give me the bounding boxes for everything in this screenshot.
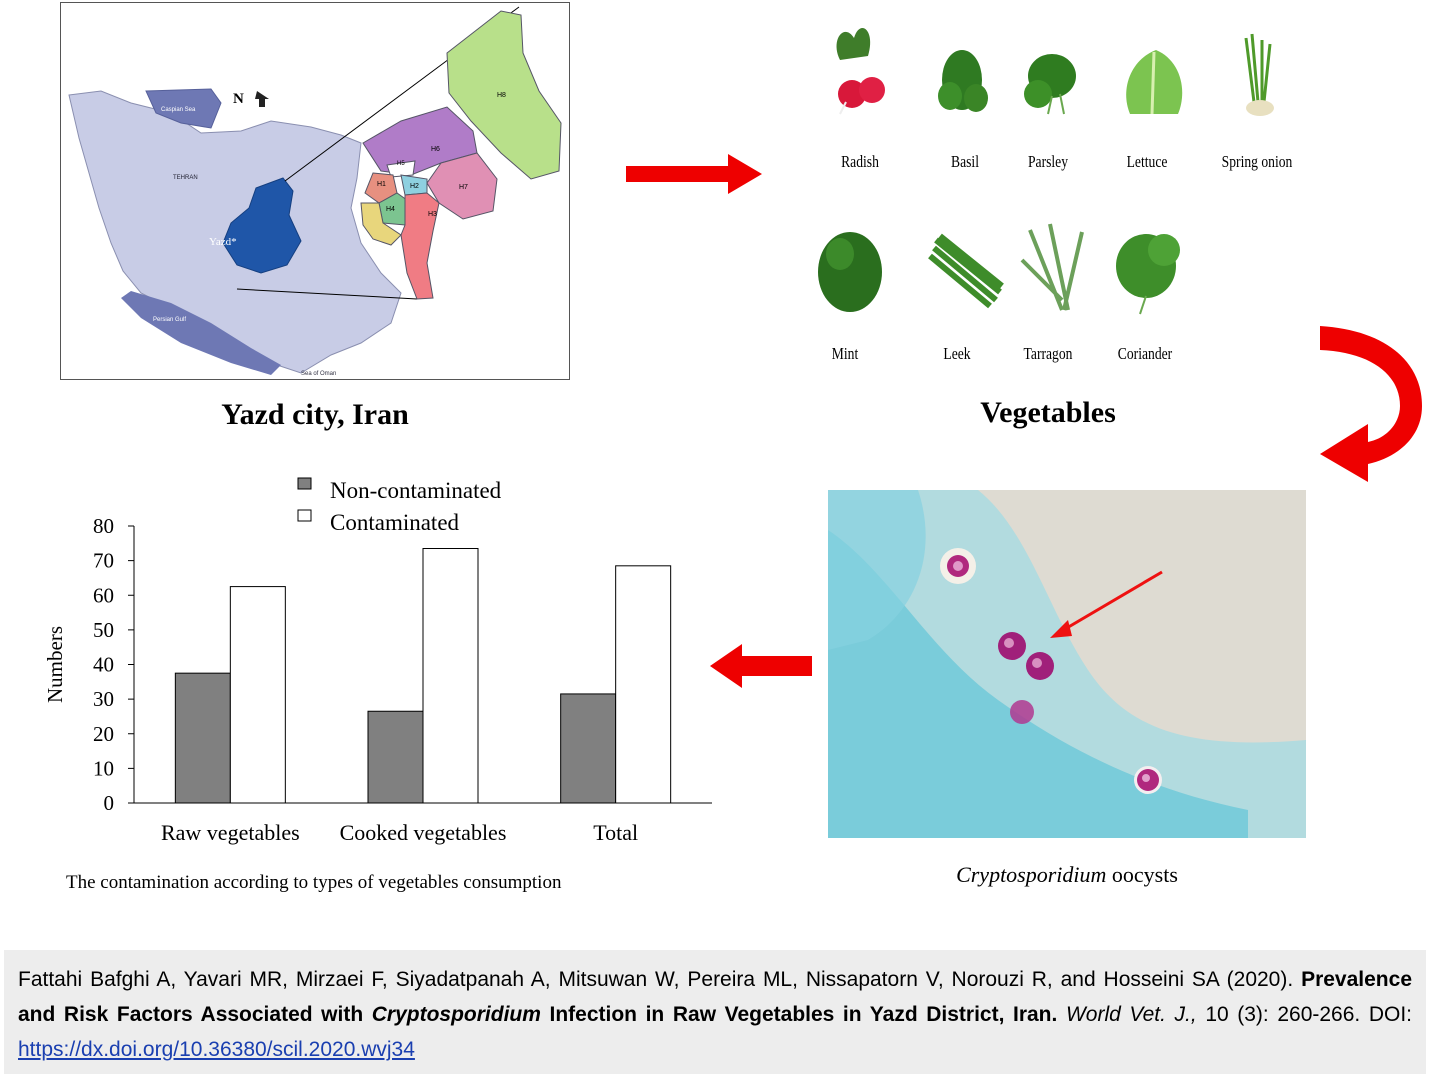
north-label: N	[233, 91, 244, 107]
yazd-province	[222, 177, 302, 274]
curved-arrow-icon	[1320, 326, 1422, 482]
x-category-label: Raw vegetables	[161, 820, 300, 845]
citation-title: Prevalence and Risk Factors Associated w…	[18, 968, 1412, 1026]
radish-image	[836, 27, 885, 115]
caption-rest: oocysts	[1106, 862, 1178, 887]
district-h8-label: H8	[497, 92, 506, 99]
district-h6-label: H6	[431, 146, 440, 153]
right-arrow-icon	[626, 154, 762, 194]
citation-journal: World Vet. J.,	[1065, 1003, 1197, 1026]
y-tick-label: 80	[93, 514, 114, 538]
y-tick-label: 60	[93, 583, 114, 607]
x-category-label: Cooked vegetables	[340, 820, 507, 845]
tehran-label: TEHRAN	[173, 175, 198, 181]
y-tick-label: 30	[93, 687, 114, 711]
basil-image	[938, 50, 988, 112]
map-title: Yazd city, Iran	[221, 398, 409, 431]
y-tick-label: 20	[93, 722, 114, 746]
veg-label-lettuce: Lettuce	[1126, 152, 1168, 171]
leek-image	[928, 233, 1004, 309]
yazd-label: Yazd*	[209, 236, 237, 248]
y-tick-label: 40	[93, 653, 114, 677]
district-h3	[400, 192, 440, 300]
district-h3-label: H3	[428, 211, 437, 218]
district-h7	[426, 152, 498, 220]
bar-non-contaminated	[367, 710, 424, 804]
veg-label-tarragon: Tarragon	[1023, 344, 1073, 363]
parsley-image	[1024, 54, 1076, 115]
y-tick-label: 70	[93, 549, 114, 573]
citation-volume: 10 (3): 260-266. DOI:	[1205, 1003, 1412, 1026]
citation-authors: Fattahi Bafghi A, Yavari MR, Mirzaei F, …	[18, 968, 1294, 991]
veg-label-mint: Mint	[831, 344, 859, 363]
caption-genus: Cryptosporidium	[956, 862, 1107, 887]
pointer-arrow	[1059, 570, 1163, 634]
spring-onion-image	[1244, 33, 1274, 116]
persian-gulf	[121, 291, 281, 375]
district-h4-label: H4	[386, 206, 395, 213]
caspian-sea	[145, 88, 222, 129]
persian-gulf-label: Persian Gulf	[153, 317, 186, 323]
lettuce-image	[1126, 50, 1183, 115]
veg-label-coriander: Coriander	[1117, 344, 1173, 363]
mint-image	[818, 232, 882, 312]
citation-box: Fattahi Bafghi A, Yavari MR, Mirzaei F, …	[4, 950, 1426, 1074]
legend-label: Contaminated	[330, 510, 460, 535]
legend-label: Non-contaminated	[330, 478, 502, 503]
microscopy-image	[828, 490, 1306, 838]
map-panel: Caspian Sea Persian Gulf Sea of Oman TEH…	[60, 2, 570, 380]
bar-contaminated	[615, 565, 672, 804]
chart-caption: The contamination according to types of …	[66, 872, 562, 893]
caspian-sea-label: Caspian Sea	[161, 107, 196, 113]
sea-of-oman-label: Sea of Oman	[301, 371, 336, 377]
microscopy-caption: Cryptosporidium oocysts	[828, 862, 1306, 888]
coriander-image	[1116, 234, 1180, 315]
legend-swatch	[297, 509, 312, 522]
district-h4b	[360, 202, 402, 246]
bar-contaminated	[229, 586, 286, 804]
bar-contaminated	[422, 548, 479, 804]
district-h7-label: H7	[459, 184, 468, 191]
district-h1-label: H1	[377, 181, 386, 188]
vegetables-title: Vegetables	[980, 396, 1116, 429]
vegetable-images	[818, 27, 1274, 315]
y-axis-label: Numbers	[43, 626, 67, 703]
contamination-bar-chart: 0 10 20 30 40 50 60 70 80 Numbers Raw vegetables Co…	[43, 477, 712, 845]
bar-non-contaminated	[174, 672, 231, 804]
district-h2-label: H2	[410, 183, 419, 190]
doi-link[interactable]: https://dx.doi.org/10.36380/scil.2020.wv…	[18, 1038, 415, 1061]
left-arrow-icon	[710, 644, 812, 688]
legend-swatch	[297, 477, 312, 490]
y-tick-label: 50	[93, 618, 114, 642]
y-tick-label: 10	[93, 756, 114, 780]
x-category-label: Total	[593, 820, 638, 845]
veg-label-leek: Leek	[943, 344, 971, 363]
district-h5	[386, 160, 416, 178]
y-tick-label: 0	[104, 791, 115, 815]
tarragon-image	[1020, 223, 1084, 311]
veg-label-radish: Radish	[841, 152, 879, 171]
iran-map: Caspian Sea Persian Gulf Sea of Oman TEH…	[68, 6, 562, 377]
bar-non-contaminated	[560, 693, 617, 804]
veg-label-basil: Basil	[951, 152, 979, 171]
district-h8	[446, 10, 562, 180]
veg-label-parsley: Parsley	[1027, 152, 1069, 171]
district-h5-label: H5	[397, 161, 405, 167]
veg-label-spring-onion: Spring onion	[1221, 152, 1293, 171]
north-arrow-icon	[255, 91, 269, 107]
